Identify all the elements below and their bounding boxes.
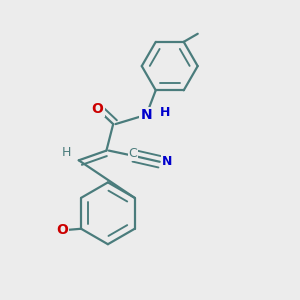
Text: O: O bbox=[56, 223, 68, 237]
Text: H: H bbox=[160, 106, 171, 119]
Text: C: C bbox=[128, 147, 137, 160]
Text: H: H bbox=[62, 146, 71, 159]
Text: N: N bbox=[140, 108, 152, 122]
Text: N: N bbox=[161, 155, 172, 168]
Text: O: O bbox=[92, 102, 103, 116]
